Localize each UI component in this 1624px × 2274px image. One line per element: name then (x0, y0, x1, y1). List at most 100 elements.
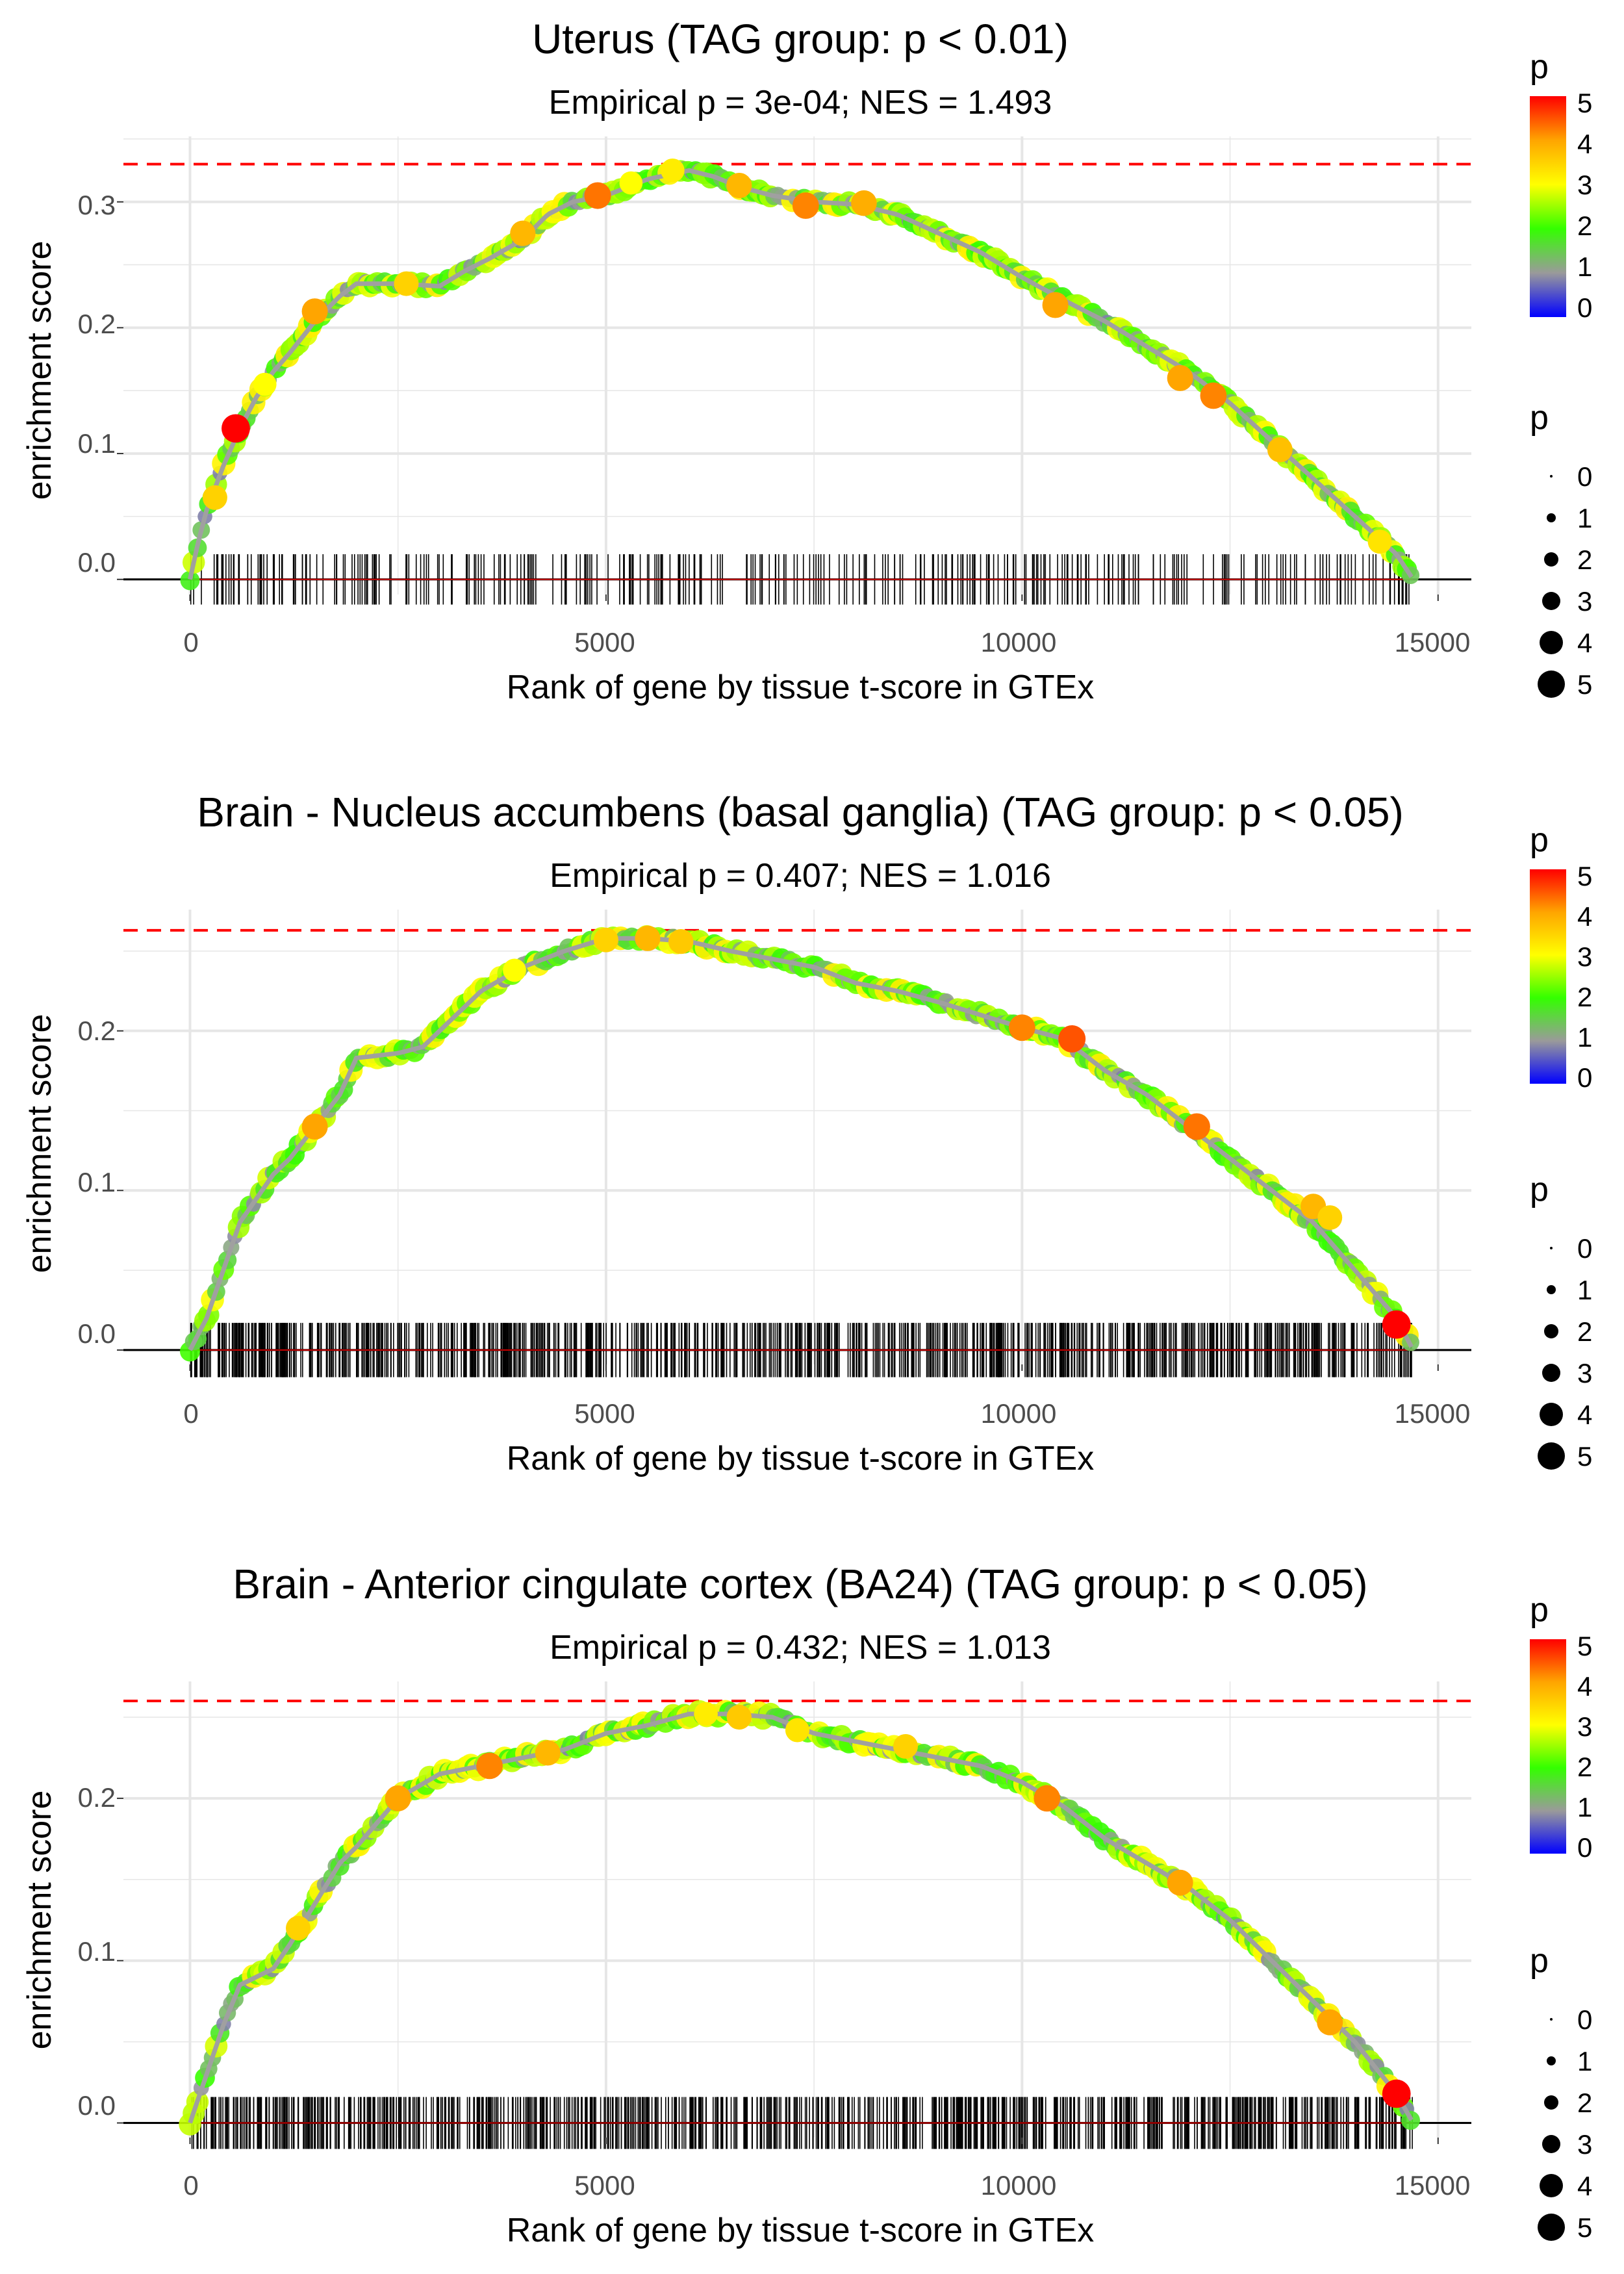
size-legend-label: 3 (1577, 586, 1592, 617)
size-legend: p 0 1 2 3 4 5 (1530, 399, 1592, 700)
size-legend-label: 1 (1577, 503, 1592, 533)
chart-title: Brain - Anterior cingulate cortex (BA24)… (233, 1561, 1367, 1607)
score-dots (179, 1700, 1421, 2136)
enrichment-curve (188, 168, 1414, 580)
size-legend-label: 3 (1577, 1358, 1592, 1388)
size-legend-title: p (1530, 1171, 1549, 1208)
size-legend-dot (1550, 2018, 1553, 2021)
highlight-point (584, 182, 611, 209)
x-tick-label: 0 (183, 627, 198, 658)
size-legend-label: 5 (1577, 669, 1592, 700)
size-legend-label: 2 (1577, 544, 1592, 575)
x-tick-label: 15000 (1395, 2170, 1471, 2201)
y-tick-label: 0.1 (78, 1167, 116, 1197)
x-axis-label: Rank of gene by tissue t-score in GTEx (507, 2212, 1095, 2249)
y-tick-label: 0.3 (78, 190, 116, 220)
size-legend-dot (1544, 1324, 1558, 1338)
x-axis-label: Rank of gene by tissue t-score in GTEx (507, 1440, 1095, 1477)
highlight-point (1382, 1310, 1411, 1339)
size-legend-dot (1547, 2056, 1556, 2065)
nucleus-accumbens-panel: Brain - Nucleus accumbens (basal ganglia… (21, 789, 1592, 1477)
highlight-point (694, 1702, 718, 1726)
highlight-point (1167, 1869, 1193, 1896)
score-point (180, 570, 200, 591)
color-legend-label: 3 (1577, 170, 1592, 200)
highlight-point (301, 298, 328, 325)
size-legend-label: 0 (1577, 1233, 1592, 1264)
highlight-point (1008, 1014, 1035, 1041)
highlight-point (1042, 292, 1069, 318)
color-legend-label: 0 (1577, 292, 1592, 323)
color-legend: p 0 1 2 3 4 5 (1530, 1591, 1592, 1863)
chart-subtitle: Empirical p = 3e-04; NES = 1.493 (549, 84, 1052, 121)
enrichment-curve (188, 936, 1414, 1351)
score-dots (180, 160, 1420, 591)
chart-subtitle: Empirical p = 0.432; NES = 1.013 (550, 1629, 1051, 1667)
x-tick-label: 10000 (981, 2170, 1057, 2201)
highlight-point (661, 158, 685, 183)
size-legend-dot (1550, 1247, 1553, 1249)
y-tick-label: 0.1 (78, 428, 116, 459)
highlight-point (619, 171, 643, 195)
size-legend-dot (1540, 1403, 1563, 1426)
y-tick-label: 0.2 (78, 1782, 116, 1813)
color-legend-label: 1 (1577, 1022, 1592, 1053)
color-legend-label: 5 (1577, 1631, 1592, 1661)
y-tick-label: 0.0 (78, 547, 116, 578)
y-axis-label: enrichment score (21, 1014, 58, 1273)
color-legend-label: 2 (1577, 211, 1592, 241)
color-legend-label: 3 (1577, 1711, 1592, 1742)
chart-title: Brain - Nucleus accumbens (basal ganglia… (197, 789, 1404, 836)
x-tick-label: 15000 (1395, 627, 1471, 658)
highlight-point (635, 925, 661, 951)
size-legend-label: 1 (1577, 2046, 1592, 2076)
size-legend-dot (1550, 475, 1553, 478)
color-legend-label: 0 (1577, 1832, 1592, 1863)
size-legend-label: 4 (1577, 2171, 1592, 2201)
highlight-point (503, 958, 526, 982)
color-legend-bar (1530, 869, 1566, 1084)
color-legend-label: 4 (1577, 1671, 1592, 1702)
highlight-point (1317, 1205, 1343, 1231)
highlight-point (1167, 364, 1193, 391)
size-legend-dot (1538, 2214, 1565, 2241)
size-legend-label: 5 (1577, 2212, 1592, 2243)
highlight-point (726, 172, 752, 199)
y-tick-label: 0.2 (78, 1016, 116, 1046)
highlight-point (385, 1785, 411, 1811)
size-legend-label: 3 (1577, 2129, 1592, 2160)
size-legend-label: 0 (1577, 461, 1592, 492)
x-axis-label: Rank of gene by tissue t-score in GTEx (507, 669, 1095, 706)
color-legend-label: 1 (1577, 1792, 1592, 1822)
color-legend-title: p (1530, 48, 1549, 86)
color-legend-label: 2 (1577, 982, 1592, 1012)
x-tick-label: 15000 (1395, 1398, 1471, 1429)
highlight-point (785, 1718, 810, 1743)
size-legend-dot (1540, 2174, 1563, 2197)
y-axis-label: enrichment score (21, 241, 58, 500)
enrichment-curve (188, 1711, 1414, 2124)
x-tick-label: 10000 (981, 627, 1057, 658)
color-legend-bar (1530, 1639, 1566, 1854)
highlight-point (222, 414, 250, 443)
color-legend-label: 2 (1577, 1752, 1592, 1782)
plot-area (117, 136, 1471, 605)
y-axis-label: enrichment score (21, 1791, 58, 2050)
size-legend-dot (1542, 592, 1560, 610)
color-legend-title: p (1530, 821, 1549, 859)
color-legend-bar (1530, 96, 1566, 317)
x-tick-label: 5000 (574, 627, 635, 658)
highlight-point (792, 192, 819, 219)
y-tick-label: 0.0 (78, 2090, 116, 2121)
highlight-point (668, 928, 694, 954)
size-legend-label: 0 (1577, 2004, 1592, 2035)
size-legend-label: 4 (1577, 628, 1592, 658)
highlight-point (535, 1740, 561, 1766)
color-legend: p 0 1 2 3 4 5 (1530, 48, 1592, 323)
color-legend-label: 3 (1577, 941, 1592, 972)
color-legend-label: 4 (1577, 129, 1592, 159)
highlight-point (893, 1733, 918, 1759)
size-legend-label: 1 (1577, 1275, 1592, 1305)
size-legend-label: 2 (1577, 2088, 1592, 2118)
